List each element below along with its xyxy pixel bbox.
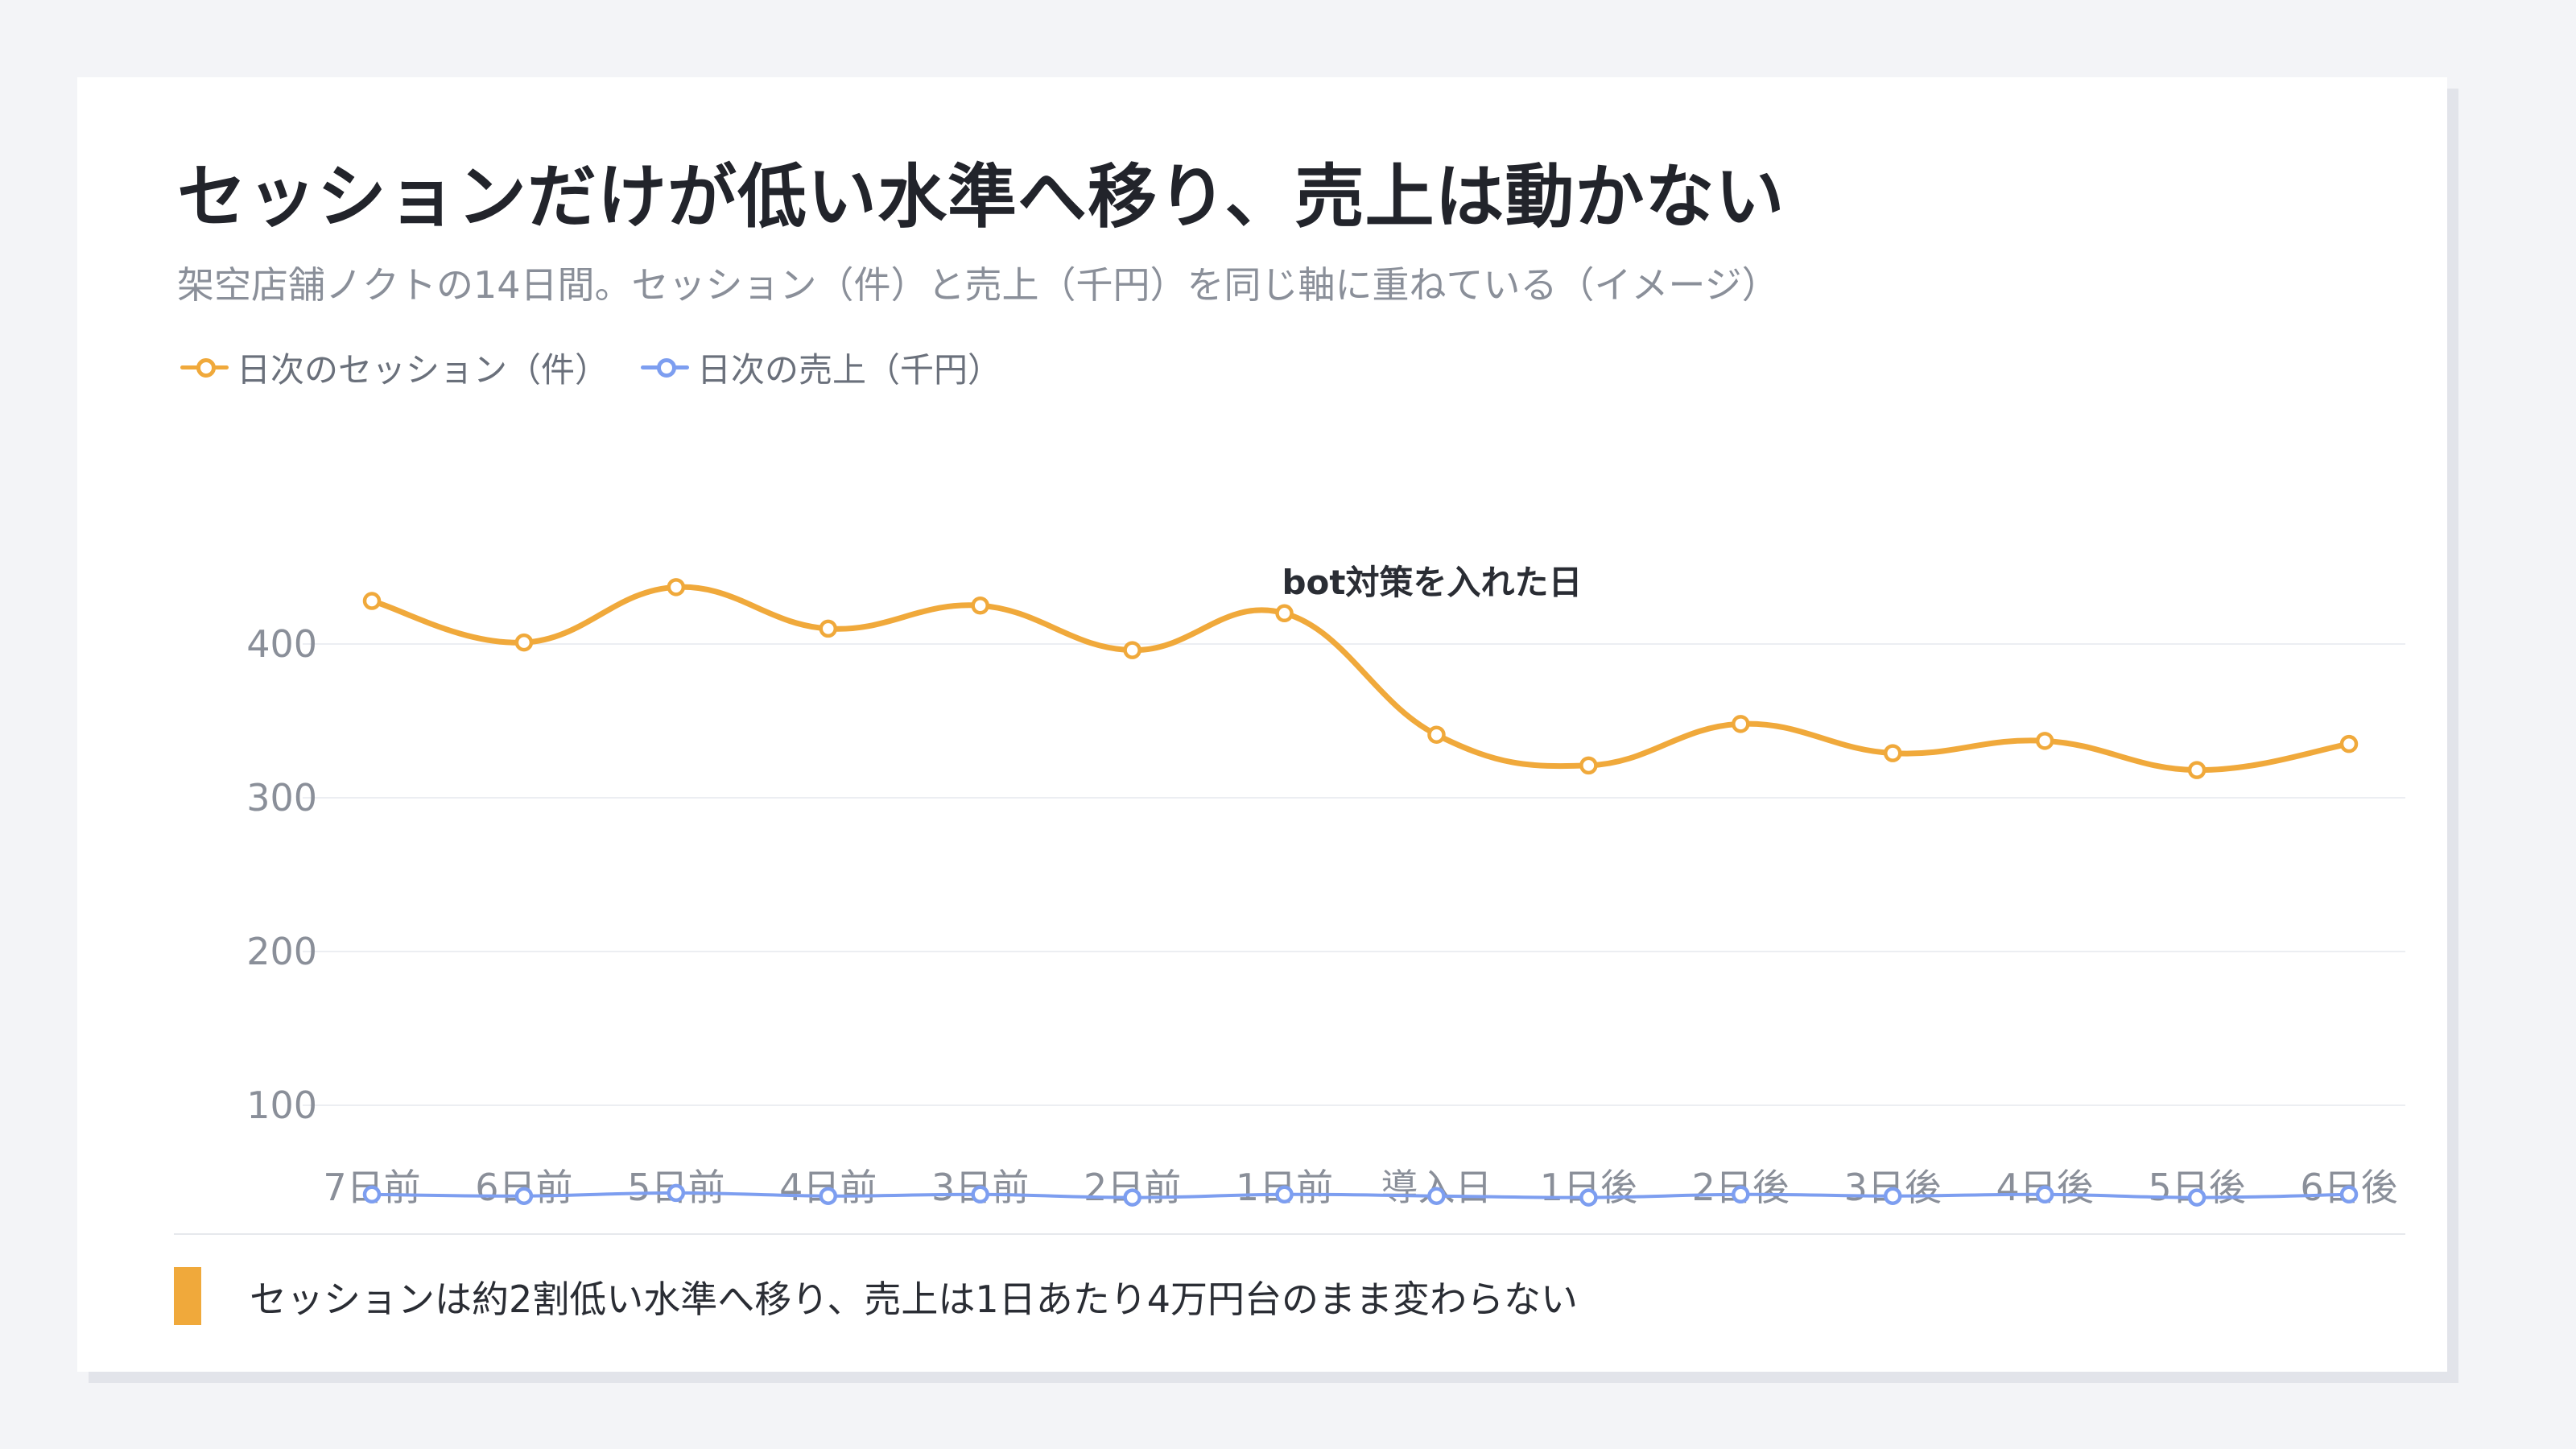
data-point-sales [1883, 1187, 1902, 1205]
data-point-sessions [1427, 725, 1446, 744]
data-point-sales [2339, 1185, 2359, 1204]
y-tick-label: 400 [246, 622, 317, 666]
chart-title: セッションだけが低い水準へ移り、売上は動かない [177, 157, 1785, 237]
data-point-sales [1732, 1185, 1750, 1204]
series-line-sessions [369, 584, 2352, 774]
legend-sessions-marker-icon [180, 357, 229, 378]
data-point-sessions [2339, 734, 2359, 753]
data-point-sales [819, 1187, 838, 1205]
data-point-sessions [1732, 715, 1750, 733]
data-point-sales [362, 1185, 382, 1204]
legend-sessions-label: 日次のセッション（件） [237, 349, 609, 390]
data-point-sales [2187, 1188, 2207, 1207]
data-point-sessions [1275, 604, 1294, 623]
y-tick-label: 200 [246, 930, 317, 973]
legend-sessions-dot [196, 358, 216, 378]
footer-accent-bar [174, 1267, 201, 1325]
data-point-sessions [1883, 744, 1902, 762]
data-point-sessions [1123, 641, 1141, 659]
y-tick-label: 300 [246, 776, 317, 819]
legend-item-sales[interactable]: 日次の売上（千円） [641, 343, 1001, 392]
chart-card: セッションだけが低い水準へ移り、売上は動かない 架空店舗ノクトの14日間。セッシ… [77, 77, 2447, 1372]
data-point-sales [667, 1183, 686, 1203]
data-point-sales [514, 1187, 534, 1205]
data-point-sales [1123, 1188, 1141, 1207]
line-chart: 1002003004007日前6日前5日前4日前3日前2日前1日前導入日1日後2… [246, 563, 2405, 1209]
data-point-sessions [1579, 756, 1598, 775]
legend-sales-label: 日次の売上（千円） [697, 349, 1002, 390]
footer-note: セッションは約2割低い水準へ移り、売上は1日あたり4万円台のまま変わらない [250, 1278, 1578, 1321]
data-point-sessions [2187, 761, 2207, 779]
annotation-label: bot対策を入れた日 [1282, 563, 1582, 602]
chart-subtitle: 架空店舗ノクトの14日間。セッション（件）と売上（千円）を同じ軸に重ねている（イ… [177, 263, 1779, 307]
data-point-sessions [971, 597, 989, 615]
data-point-sales [1427, 1187, 1446, 1205]
data-point-sessions [514, 633, 534, 652]
data-point-sales [1579, 1188, 1598, 1207]
data-point-sessions [362, 592, 382, 610]
series-line-sales [370, 1191, 2351, 1199]
data-point-sessions [819, 619, 838, 638]
footer-divider [174, 1233, 2405, 1235]
legend-item-sessions[interactable]: 日次のセッション（件） [180, 343, 609, 392]
chart-legend: 日次のセッション（件） 日次の売上（千円） [180, 343, 1034, 391]
data-point-sales [2035, 1185, 2054, 1204]
legend-sales-marker-icon [641, 357, 690, 378]
data-point-sales [971, 1185, 989, 1204]
y-tick-label: 100 [246, 1084, 317, 1127]
data-point-sessions [2035, 732, 2054, 750]
data-point-sessions [667, 578, 686, 597]
legend-sales-dot [657, 358, 677, 378]
data-point-sales [1275, 1185, 1294, 1204]
